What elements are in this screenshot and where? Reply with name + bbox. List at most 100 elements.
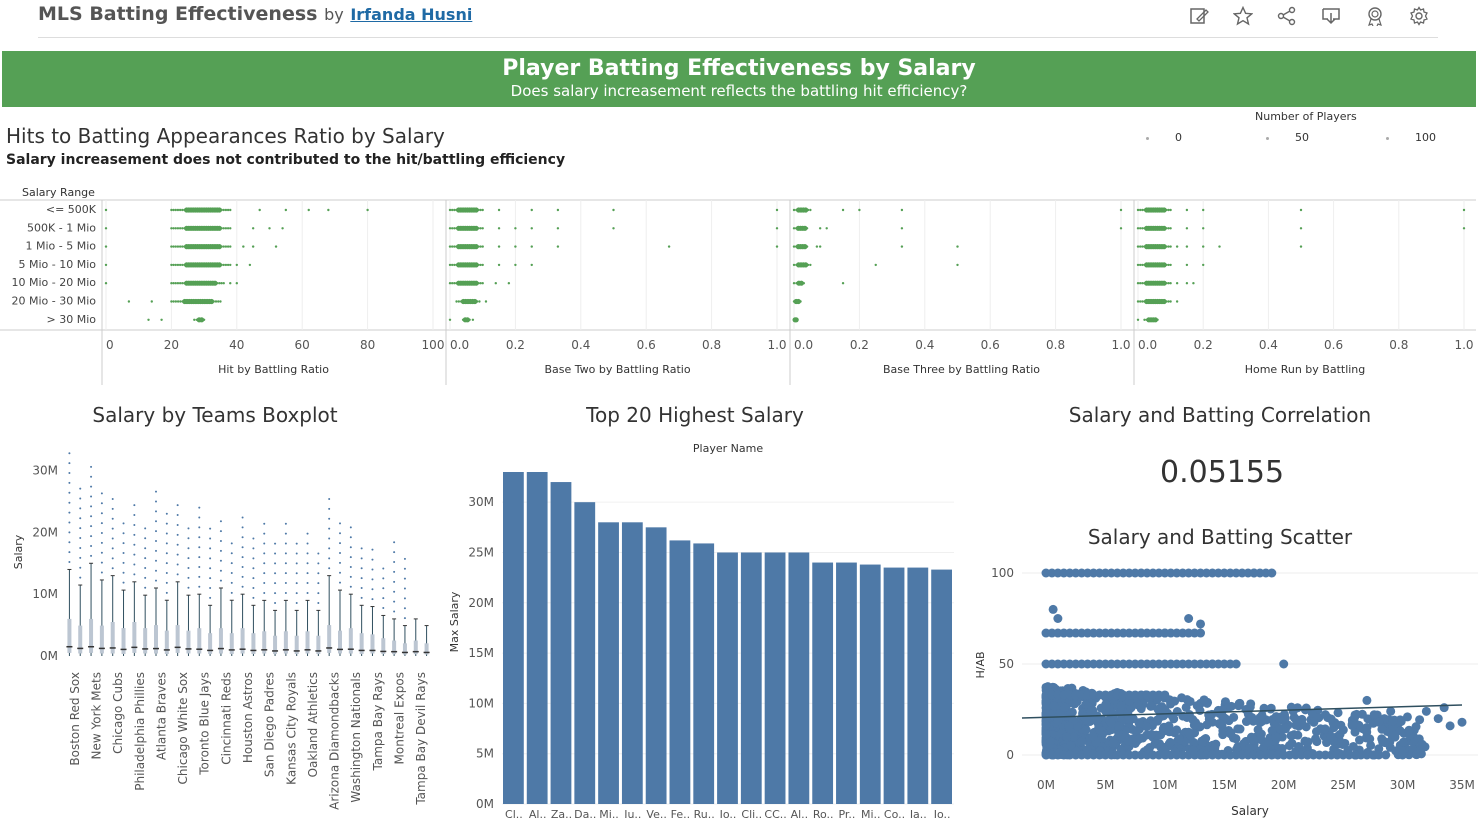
tick-label: 0 bbox=[106, 338, 114, 352]
team-label: Boston Red Sox bbox=[68, 672, 82, 766]
data-point bbox=[1320, 724, 1330, 734]
data-point bbox=[497, 263, 501, 267]
bar-chart: Player Name 0M 5M 10M 15M 20M 25M 30M Max Salary… bbox=[448, 442, 954, 818]
tick-label: 20M bbox=[468, 596, 494, 610]
outlier-point bbox=[176, 543, 179, 546]
team-label: Arizona Diamondbacks bbox=[328, 672, 342, 810]
data-point bbox=[514, 263, 517, 267]
data-point bbox=[667, 245, 671, 248]
data-point bbox=[222, 282, 225, 285]
outlier-point bbox=[111, 557, 114, 560]
data-point bbox=[1277, 732, 1287, 742]
data-point bbox=[1161, 262, 1167, 268]
data-point bbox=[1165, 208, 1168, 212]
data-point bbox=[1462, 227, 1466, 230]
bar bbox=[526, 472, 548, 804]
outlier-point bbox=[284, 562, 287, 565]
data-point bbox=[1281, 724, 1291, 734]
data-point bbox=[229, 263, 232, 267]
outlier-point bbox=[219, 549, 222, 552]
outlier-point bbox=[100, 522, 103, 525]
axis-title: Home Run by Battling bbox=[1245, 363, 1366, 376]
outlier-point bbox=[176, 563, 179, 566]
data-point bbox=[104, 263, 108, 267]
data-point bbox=[222, 263, 225, 267]
data-point bbox=[477, 263, 480, 267]
app-title: MLS Batting Effectiveness by Irfanda Hus… bbox=[38, 3, 472, 25]
data-point bbox=[1229, 712, 1239, 722]
outlier-point bbox=[349, 546, 352, 549]
outlier-point bbox=[144, 557, 147, 560]
outlier-point bbox=[187, 586, 190, 589]
data-point bbox=[1286, 731, 1296, 741]
tick-label: 30M bbox=[32, 464, 58, 478]
data-point bbox=[1299, 208, 1303, 212]
outlier-point bbox=[393, 590, 396, 593]
data-point bbox=[802, 225, 808, 231]
data-point bbox=[199, 317, 205, 323]
settings-icon[interactable] bbox=[1407, 5, 1430, 27]
data-point bbox=[1041, 709, 1051, 719]
outlier-point bbox=[133, 553, 136, 556]
data-point bbox=[481, 263, 484, 267]
data-point bbox=[174, 245, 177, 248]
data-point bbox=[514, 245, 517, 248]
legend-item-0: 0 bbox=[1146, 131, 1182, 144]
data-point bbox=[1141, 245, 1144, 248]
outlier-point bbox=[317, 562, 320, 565]
data-point bbox=[170, 245, 173, 248]
box-body bbox=[305, 631, 310, 654]
data-point bbox=[1255, 750, 1265, 760]
data-point bbox=[1138, 263, 1142, 267]
data-point bbox=[268, 227, 271, 230]
outlier-point bbox=[198, 516, 201, 519]
outlier-point bbox=[219, 559, 222, 562]
box-body bbox=[294, 635, 299, 654]
edit-icon[interactable] bbox=[1187, 5, 1210, 27]
category-label: Jo.. bbox=[719, 808, 737, 818]
outlier-point bbox=[371, 558, 374, 561]
data-point bbox=[1411, 750, 1421, 760]
data-point bbox=[1172, 725, 1182, 735]
outlier-point bbox=[187, 527, 190, 530]
star-icon[interactable] bbox=[1231, 5, 1254, 27]
box-body bbox=[273, 635, 278, 654]
data-point bbox=[1312, 727, 1322, 737]
data-point bbox=[1067, 707, 1077, 717]
data-point bbox=[1143, 318, 1146, 321]
data-point bbox=[1234, 699, 1244, 709]
category-label: Cl.. bbox=[505, 808, 523, 818]
data-point bbox=[453, 263, 456, 267]
data-point bbox=[1160, 705, 1170, 715]
data-point bbox=[1185, 208, 1189, 212]
data-point bbox=[216, 244, 222, 250]
award-icon[interactable] bbox=[1363, 5, 1386, 27]
data-point bbox=[212, 280, 218, 286]
download-icon[interactable] bbox=[1319, 5, 1342, 27]
legend-dot bbox=[1386, 136, 1389, 140]
data-point bbox=[1152, 716, 1162, 726]
boxplot-chart: 0M 10M 20M 30M Salary Boston Red Sox New York … bbox=[12, 452, 430, 810]
legend-title: Number of Players bbox=[1255, 110, 1357, 123]
data-point bbox=[1169, 282, 1172, 285]
data-point bbox=[218, 282, 221, 285]
data-point bbox=[1350, 727, 1360, 737]
data-point bbox=[1235, 724, 1245, 734]
data-point bbox=[1196, 628, 1206, 638]
tick-label: 0M bbox=[40, 649, 58, 663]
category-label: Cli.. bbox=[741, 808, 762, 818]
author-link[interactable]: Irfanda Husni bbox=[350, 5, 473, 24]
outlier-point bbox=[349, 536, 352, 539]
data-point bbox=[1302, 750, 1312, 760]
outlier-point bbox=[284, 532, 287, 535]
row-label: 10 Mio - 20 Mio bbox=[11, 276, 96, 289]
data-point bbox=[174, 208, 177, 212]
share-icon[interactable] bbox=[1275, 5, 1298, 27]
box-body bbox=[413, 640, 418, 655]
outlier-point bbox=[155, 520, 157, 523]
data-point bbox=[1439, 703, 1449, 713]
data-point bbox=[477, 208, 480, 212]
outlier-point bbox=[317, 592, 320, 595]
tick-label: 15M bbox=[468, 646, 494, 660]
outlier-point bbox=[393, 561, 396, 564]
